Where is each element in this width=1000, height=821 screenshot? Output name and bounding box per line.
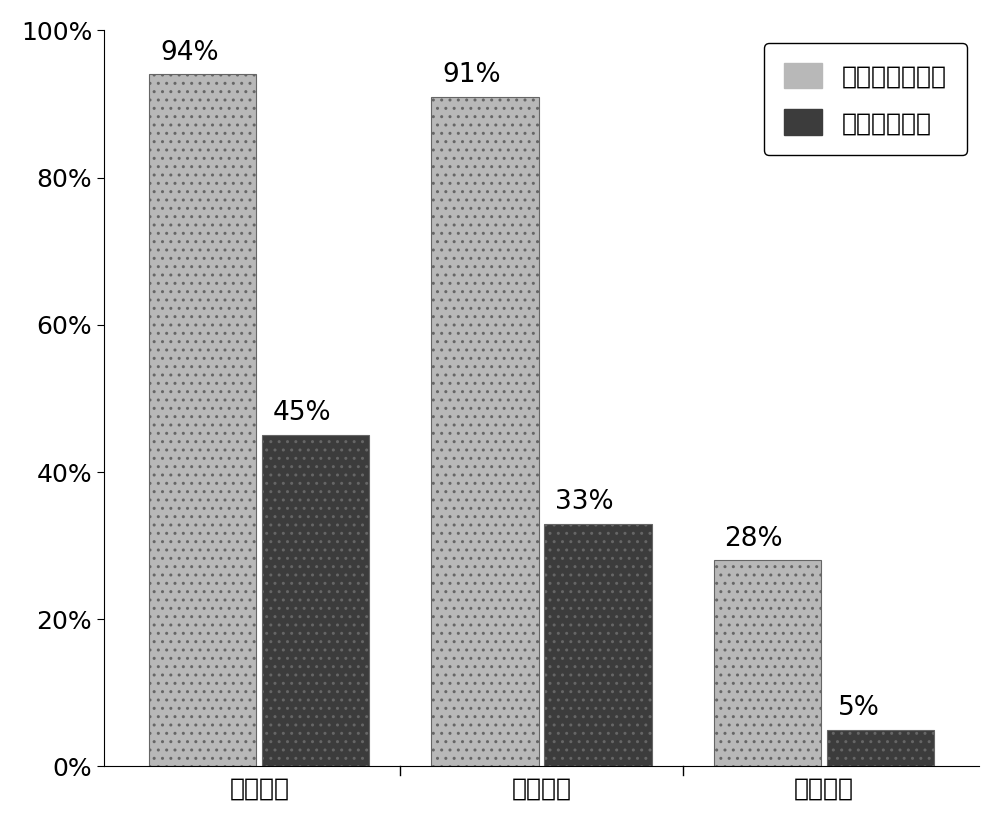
Bar <box>544 524 652 767</box>
Legend: 非整体现浇楼板, 整体现浇楼板: 非整体现浇楼板, 整体现浇楼板 <box>764 43 967 155</box>
Bar <box>431 97 539 767</box>
Text: 91%: 91% <box>442 62 501 88</box>
Bar <box>149 75 256 767</box>
Text: 45%: 45% <box>273 401 331 426</box>
Bar <box>262 435 369 767</box>
Bar <box>714 561 821 767</box>
Text: 33%: 33% <box>555 488 614 515</box>
Bar <box>827 730 934 767</box>
Text: 5%: 5% <box>837 695 879 721</box>
Text: 28%: 28% <box>725 525 783 552</box>
Text: 94%: 94% <box>160 39 219 66</box>
